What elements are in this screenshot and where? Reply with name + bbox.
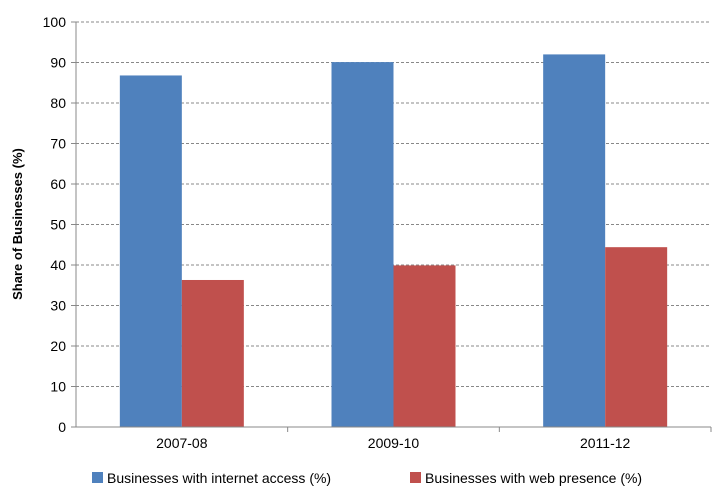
axes — [75, 22, 711, 428]
y-tick-label: 80 — [50, 95, 66, 111]
legend-label: Businesses with internet access (%) — [107, 470, 331, 486]
x-tick-label: 2007-08 — [156, 435, 208, 451]
bar — [119, 75, 182, 428]
legend-swatch — [410, 472, 421, 483]
y-tick-label: 70 — [50, 136, 66, 152]
x-tick-labels: 2007-08 2009-10 2011-12 — [156, 427, 712, 451]
y-tick-label: 0 — [58, 419, 66, 435]
legend-swatch — [92, 472, 103, 483]
bar — [605, 247, 668, 427]
y-tick-label: 90 — [50, 55, 66, 71]
y-tick-label: 100 — [43, 14, 67, 30]
y-tick-label: 40 — [50, 257, 66, 273]
legend: Businesses with internet access (%) Busin… — [92, 470, 642, 486]
x-tick-label: 2009-10 — [368, 435, 420, 451]
y-axis-label: Share of Businesses (%) — [10, 148, 25, 300]
y-tick-label: 50 — [50, 217, 66, 233]
y-tick-label: 10 — [50, 379, 66, 395]
y-tick-label: 20 — [50, 338, 66, 354]
y-tick-label: 60 — [50, 176, 66, 192]
legend-label: Businesses with web presence (%) — [425, 470, 642, 486]
bar — [393, 265, 456, 427]
bars — [119, 54, 668, 428]
bar — [181, 279, 244, 427]
x-tick-label: 2011-12 — [580, 435, 631, 451]
bar — [543, 54, 606, 428]
y-tick-label: 30 — [50, 298, 66, 314]
bar — [331, 62, 394, 427]
y-tick-labels: 0 10 20 30 40 50 60 70 80 90 100 — [43, 14, 67, 435]
